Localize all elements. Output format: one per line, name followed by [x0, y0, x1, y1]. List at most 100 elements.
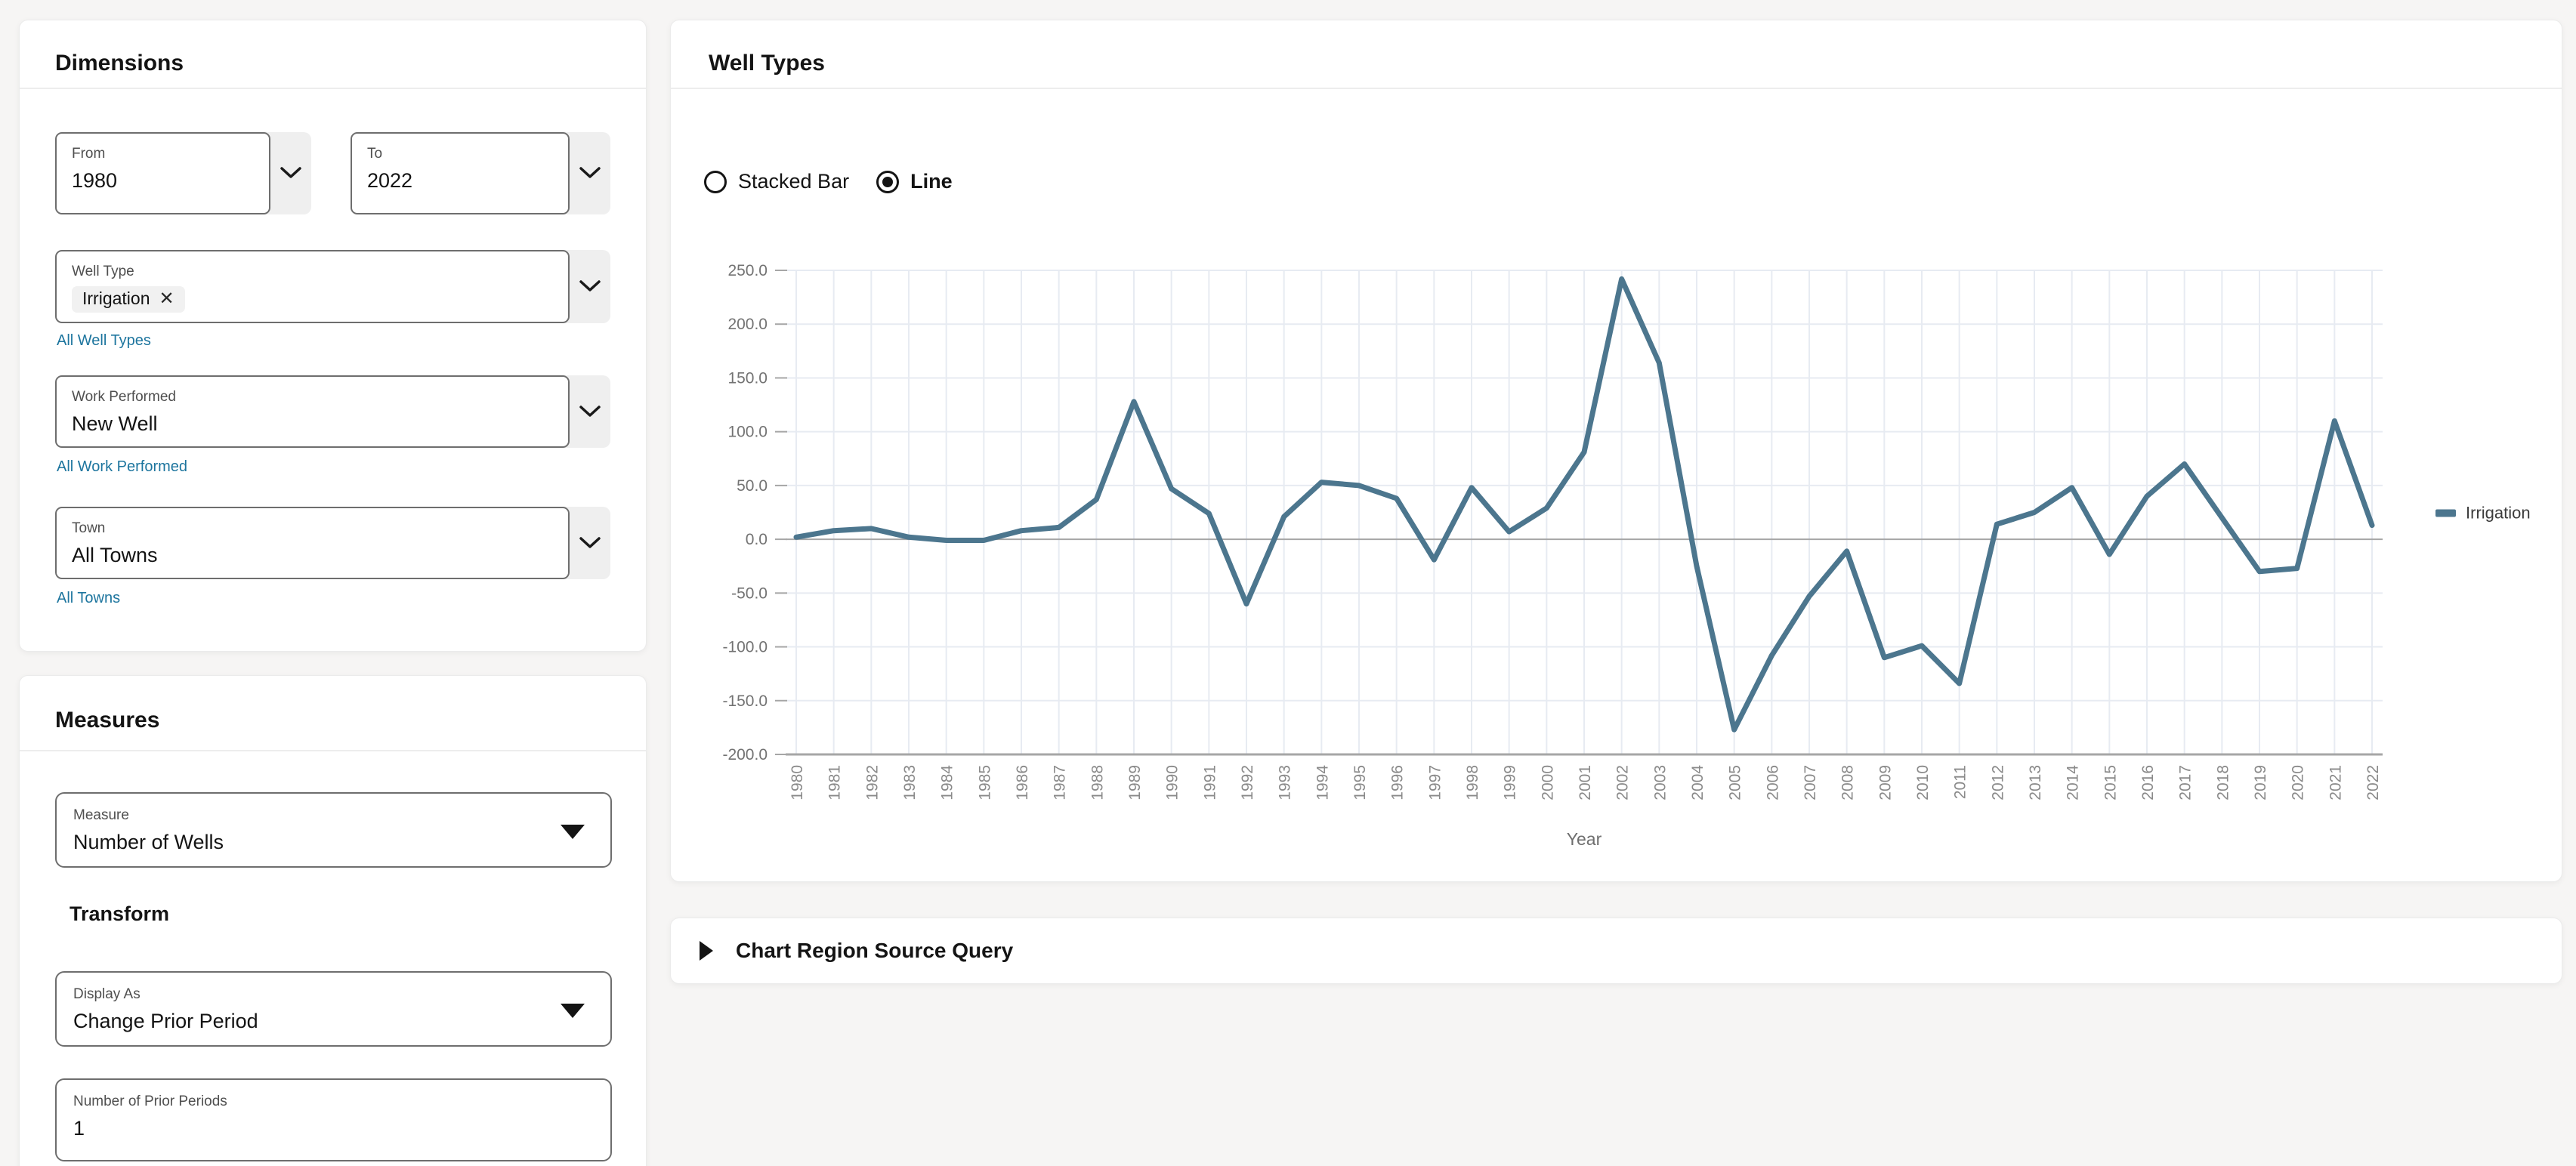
dropdown-triangle-icon [561, 1004, 585, 1018]
all-towns-link[interactable]: All Towns [57, 590, 121, 606]
stacked-bar-radio-label[interactable]: Stacked Bar [738, 170, 850, 193]
well-type-dropdown-button[interactable] [570, 250, 610, 323]
collapsed-triangle-icon [700, 941, 713, 961]
to-value: 2022 [367, 169, 413, 192]
svg-text:150.0: 150.0 [727, 369, 768, 387]
svg-text:1998: 1998 [1464, 765, 1481, 800]
svg-text:1997: 1997 [1426, 765, 1444, 800]
legend-swatch [2435, 509, 2456, 517]
svg-text:2008: 2008 [1839, 765, 1857, 800]
svg-text:-100.0: -100.0 [722, 639, 768, 656]
display-as-value: Change Prior Period [73, 1010, 258, 1032]
measures-title: Measures [20, 676, 646, 751]
svg-text:-150.0: -150.0 [722, 693, 768, 710]
prior-periods-input[interactable]: Number of Prior Periods 1 [55, 1078, 612, 1161]
town-value: All Towns [72, 544, 158, 566]
line-radio[interactable] [876, 170, 900, 193]
chevron-down-icon [579, 405, 601, 417]
stacked-bar-radio[interactable] [704, 170, 727, 193]
work-performed-value: New Well [72, 412, 158, 435]
source-query-title: Chart Region Source Query [736, 939, 1014, 962]
chevron-down-icon [579, 167, 601, 178]
svg-text:1999: 1999 [1502, 765, 1519, 800]
svg-text:2015: 2015 [2102, 765, 2119, 800]
svg-text:250.0: 250.0 [727, 262, 768, 279]
svg-text:2022: 2022 [2364, 765, 2382, 800]
to-dropdown-button[interactable] [570, 132, 610, 214]
well-types-panel: Well Types Stacked Bar Line 250.0 200.0 15… [670, 20, 2562, 882]
work-performed-field: Work Performed New Well [55, 375, 610, 448]
svg-text:1982: 1982 [863, 765, 881, 800]
svg-text:1984: 1984 [939, 765, 956, 800]
from-dropdown-button[interactable] [270, 132, 311, 214]
svg-text:1989: 1989 [1126, 765, 1144, 800]
line-chart: 250.0 200.0 150.0 100.0 50.0 0.0 -50.0 -100.0 -1… [722, 262, 2531, 849]
town-label: Town [72, 520, 106, 536]
svg-text:2006: 2006 [1764, 765, 1781, 800]
dimensions-title: Dimensions [20, 20, 646, 89]
measures-panel: Measures Measure Number of Wells Transfo… [19, 675, 647, 1166]
svg-text:1980: 1980 [789, 765, 806, 800]
svg-text:2016: 2016 [2139, 765, 2157, 800]
measure-select[interactable]: Measure Number of Wells [55, 792, 612, 868]
chevron-down-icon [280, 167, 301, 178]
svg-text:1990: 1990 [1164, 765, 1181, 800]
svg-text:2005: 2005 [1727, 765, 1744, 800]
from-label: From [72, 146, 106, 162]
svg-text:50.0: 50.0 [737, 477, 768, 495]
source-query-panel: Chart Region Source Query [670, 918, 2562, 984]
svg-text:1992: 1992 [1239, 765, 1256, 800]
measure-value: Number of Wells [73, 831, 224, 853]
svg-text:1987: 1987 [1052, 765, 1069, 800]
svg-text:2018: 2018 [2214, 765, 2232, 800]
from-combobox[interactable]: From 1980 [55, 132, 270, 214]
town-combobox[interactable]: Town All Towns [55, 507, 570, 579]
svg-text:2003: 2003 [1651, 765, 1669, 800]
chart-type-radio-group: Stacked Bar Line [704, 170, 953, 193]
to-combobox[interactable]: To 2022 [351, 132, 570, 214]
source-query-disclosure[interactable]: Chart Region Source Query [671, 918, 2562, 983]
svg-text:2014: 2014 [2065, 765, 2082, 800]
prior-periods-value: 1 [73, 1117, 85, 1140]
to-label: To [367, 146, 383, 162]
svg-text:1996: 1996 [1389, 765, 1407, 800]
chip-close-icon[interactable]: ✕ [159, 288, 175, 309]
all-work-performed-link[interactable]: All Work Performed [57, 458, 188, 475]
town-dropdown-button[interactable] [570, 507, 610, 579]
svg-text:2001: 2001 [1577, 765, 1594, 800]
line-radio-label[interactable]: Line [910, 170, 953, 193]
display-as-label: Display As [73, 986, 141, 1002]
svg-text:1991: 1991 [1201, 765, 1219, 800]
all-well-types-link[interactable]: All Well Types [57, 332, 151, 349]
svg-text:2017: 2017 [2177, 765, 2195, 800]
svg-text:2010: 2010 [1914, 765, 1932, 800]
svg-text:1981: 1981 [826, 765, 844, 800]
svg-text:2009: 2009 [1876, 765, 1894, 800]
well-type-field: Well Type Irrigation ✕ [55, 250, 610, 323]
svg-text:2011: 2011 [1952, 765, 1969, 799]
well-type-label: Well Type [72, 264, 134, 279]
display-as-select[interactable]: Display As Change Prior Period [55, 971, 612, 1047]
svg-text:-50.0: -50.0 [731, 585, 768, 602]
svg-text:2004: 2004 [1689, 765, 1707, 800]
prior-periods-label: Number of Prior Periods [73, 1094, 227, 1109]
chip-label: Irrigation [82, 288, 150, 308]
transform-title: Transform [69, 902, 170, 925]
to-field: To 2022 [351, 132, 610, 214]
series-line-irrigation [793, 276, 2375, 733]
svg-text:1983: 1983 [901, 765, 919, 800]
work-performed-label: Work Performed [72, 389, 176, 405]
legend-label: Irrigation [2466, 504, 2531, 523]
work-performed-dropdown-button[interactable] [570, 375, 610, 448]
svg-text:2012: 2012 [1989, 765, 2006, 800]
svg-text:1994: 1994 [1314, 765, 1331, 800]
well-type-combobox[interactable]: Well Type Irrigation ✕ [55, 250, 570, 323]
from-field: From 1980 [55, 132, 311, 214]
work-performed-combobox[interactable]: Work Performed New Well [55, 375, 570, 448]
dropdown-triangle-icon [561, 825, 585, 839]
svg-text:2021: 2021 [2327, 765, 2344, 800]
well-type-chip[interactable]: Irrigation ✕ [72, 286, 185, 313]
svg-text:2019: 2019 [2252, 765, 2269, 800]
svg-text:200.0: 200.0 [727, 316, 768, 333]
svg-text:2013: 2013 [2027, 765, 2044, 800]
